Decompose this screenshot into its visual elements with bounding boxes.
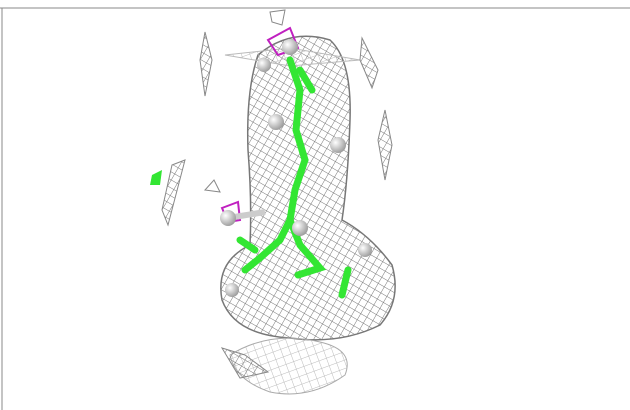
ligand-bond: [241, 56, 309, 274]
mesh-fragment: [269, 9, 286, 26]
atoms: [220, 39, 372, 297]
mesh-fragment: [199, 31, 213, 97]
atom: [225, 283, 239, 297]
ligand-bond: [338, 266, 352, 299]
ligand-bond: [236, 236, 259, 254]
density-mesh-lower: [229, 337, 348, 395]
ligand-bond: [296, 66, 316, 94]
mesh-fragment: [220, 347, 270, 379]
mesh-fragment: [203, 179, 221, 193]
atom: [220, 210, 236, 226]
mesh-fragment: [377, 109, 393, 181]
mesh-fragment: [161, 159, 186, 227]
atom: [268, 114, 284, 130]
atom: [282, 39, 298, 55]
ligand-sticks: [236, 56, 352, 299]
atom: [330, 137, 346, 153]
atom: [257, 58, 271, 72]
green-fragment: [150, 170, 162, 185]
magenta-mesh: [266, 26, 300, 57]
mesh-fragment: [359, 36, 379, 90]
atom: [292, 220, 308, 236]
atom: [358, 243, 372, 257]
